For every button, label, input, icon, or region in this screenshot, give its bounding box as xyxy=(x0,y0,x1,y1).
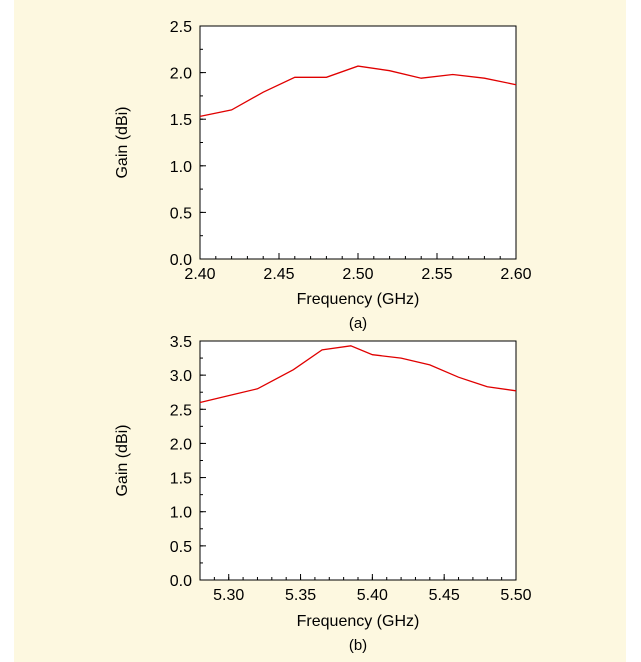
y-tick-label: 0.5 xyxy=(170,539,192,556)
y-tick-label: 0.0 xyxy=(170,573,192,590)
y-tick-label: 3.0 xyxy=(170,368,192,385)
y-tick-label: 0.0 xyxy=(170,252,192,269)
x-tick-label: 2.55 xyxy=(421,266,452,283)
chart-b: 0.0 0.5 1.0 1.5 2.0 2.5 3.0 3.5 5.30 5.35 5.40 5.45… xyxy=(114,334,532,654)
x-tick-label: 5.45 xyxy=(429,587,460,604)
y-tick-label: 2.0 xyxy=(170,66,192,83)
y-tick-label: 1.5 xyxy=(170,471,192,488)
y-tick-label: 1.0 xyxy=(170,505,192,522)
chart-a-ticks xyxy=(199,25,517,260)
x-tick-label: 2.50 xyxy=(342,266,373,283)
y-tick-label: 1.0 xyxy=(170,159,192,176)
chart-a-series-line xyxy=(199,65,517,118)
y-tick-label: 3.5 xyxy=(170,334,192,351)
y-tick-label: 2.5 xyxy=(170,402,192,419)
y-tick-label: 0.5 xyxy=(170,205,192,222)
x-tick-label: 2.60 xyxy=(500,266,531,283)
y-tick-label: 2.5 xyxy=(170,19,192,36)
chart-b-plot-area xyxy=(199,340,517,581)
chart-a-ylabel: Gain (dBi) xyxy=(114,106,131,178)
chart-b-ticks xyxy=(199,340,517,581)
x-tick-label: 5.50 xyxy=(500,587,531,604)
x-tick-label: 5.35 xyxy=(285,587,316,604)
x-tick-label: 5.40 xyxy=(357,587,388,604)
chart-b-caption: (b) xyxy=(349,637,367,654)
chart-a-xlabel: Frequency (GHz) xyxy=(297,291,420,308)
chart-b-xlabel: Frequency (GHz) xyxy=(297,613,420,630)
chart-b-series-line xyxy=(199,345,517,404)
x-tick-label: 2.45 xyxy=(263,266,294,283)
y-tick-label: 1.5 xyxy=(170,112,192,129)
chart-a-plot-area xyxy=(199,25,517,260)
x-tick-label: 2.40 xyxy=(184,266,215,283)
chart-b-tick-labels: 0.0 0.5 1.0 1.5 2.0 2.5 3.0 3.5 5.30 5.35 5.40 5.45… xyxy=(170,334,532,604)
chart-a: 0.0 0.5 1.0 1.5 2.0 2.5 2.40 2.45 2.50 2.55 2.60 F… xyxy=(114,19,532,332)
chart-a-tick-labels: 0.0 0.5 1.0 1.5 2.0 2.5 2.40 2.45 2.50 2.55 2.60 xyxy=(170,19,532,283)
chart-a-caption: (a) xyxy=(349,315,367,332)
x-tick-label: 5.30 xyxy=(213,587,244,604)
y-tick-label: 2.0 xyxy=(170,436,192,453)
chart-b-ylabel: Gain (dBi) xyxy=(114,424,131,496)
